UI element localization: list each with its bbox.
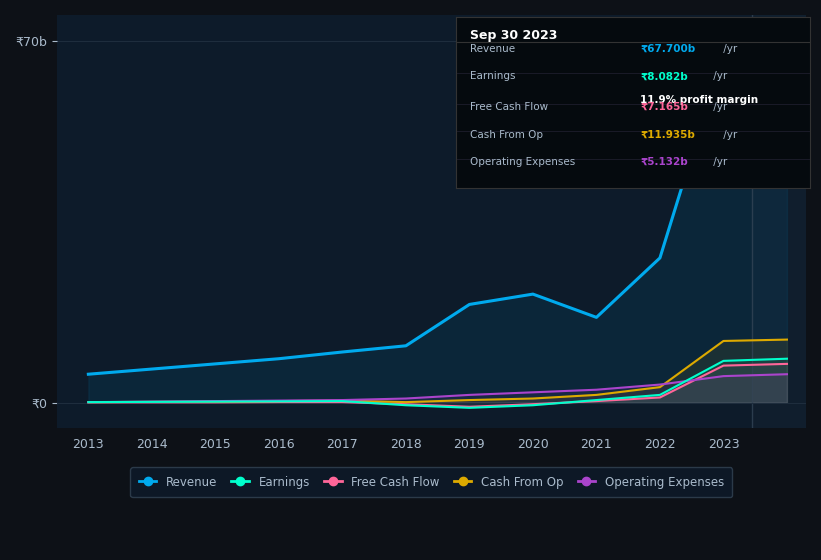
- Text: Cash From Op: Cash From Op: [470, 129, 543, 139]
- Text: Free Cash Flow: Free Cash Flow: [470, 102, 548, 112]
- Bar: [752, 15, 806, 428]
- Text: Operating Expenses: Operating Expenses: [470, 157, 575, 167]
- Text: Sep 30 2023: Sep 30 2023: [470, 29, 557, 42]
- Text: ₹7.165b: ₹7.165b: [640, 102, 688, 112]
- Text: /yr: /yr: [719, 129, 736, 139]
- Legend: Revenue, Earnings, Free Cash Flow, Cash From Op, Operating Expenses: Revenue, Earnings, Free Cash Flow, Cash …: [131, 468, 732, 497]
- Text: /yr: /yr: [709, 72, 727, 81]
- Text: ₹8.082b: ₹8.082b: [640, 72, 688, 81]
- Text: /yr: /yr: [709, 102, 727, 112]
- Text: ₹67.700b: ₹67.700b: [640, 44, 695, 54]
- Text: Revenue: Revenue: [470, 44, 515, 54]
- Text: /yr: /yr: [719, 44, 736, 54]
- Text: 11.9% profit margin: 11.9% profit margin: [640, 95, 759, 105]
- Text: Earnings: Earnings: [470, 72, 516, 81]
- Text: /yr: /yr: [709, 157, 727, 167]
- Text: ₹11.935b: ₹11.935b: [640, 129, 695, 139]
- Text: ₹5.132b: ₹5.132b: [640, 157, 688, 167]
